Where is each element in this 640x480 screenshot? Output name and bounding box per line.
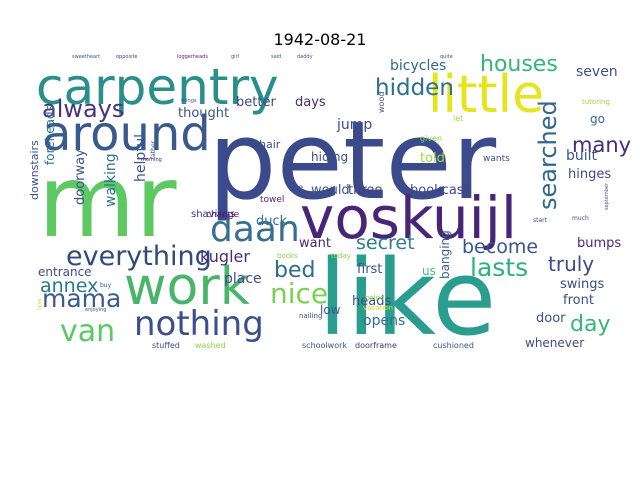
word-hidden: hidden [375, 75, 454, 101]
word-houses: houses [480, 52, 558, 77]
word-morning: morning [141, 157, 162, 163]
word-become: become [462, 236, 538, 258]
word-kugler: kugler [200, 247, 250, 266]
word-go: go [590, 112, 605, 126]
chart-title: 1942-08-21 [273, 30, 367, 49]
word-peter: peter [208, 99, 497, 224]
word-carpentry: carpentry [36, 58, 279, 116]
word-wood: wood [377, 92, 386, 113]
word-days: days [295, 95, 326, 110]
word-everything: everything [66, 241, 212, 272]
word-seven: seven [576, 64, 618, 80]
word-us: us [422, 264, 436, 278]
word-tutoring: tutoring [582, 98, 610, 106]
word-mama: mama [42, 284, 121, 313]
word-doorframe: doorframe [355, 341, 397, 350]
word-see: see [289, 183, 303, 192]
word-start: start [533, 217, 548, 224]
word-like: like [318, 237, 496, 359]
word-nothing: nothing [134, 304, 264, 344]
word-entrance: entrance [38, 265, 92, 279]
word-september: september [604, 182, 610, 210]
word-books: books [277, 252, 298, 260]
word-around: around [42, 106, 211, 162]
word-nailing: nailing [299, 312, 322, 320]
word-things: things [181, 98, 197, 104]
word-buy: buy [100, 282, 112, 289]
word-vacation: vacation [363, 304, 393, 312]
word-told: told [420, 151, 445, 166]
word-bookcase: bookcase [410, 183, 472, 198]
word-banging: banging [438, 230, 452, 279]
word-enjoying: enjoying [85, 307, 106, 313]
word-van: van [60, 314, 115, 349]
word-bicycles: bicycles [390, 58, 446, 74]
word-whenever: whenever [525, 336, 584, 350]
word-front: front [563, 293, 594, 308]
word-three: three [348, 183, 382, 198]
word-said: said [271, 54, 281, 60]
word-schoolwork: schoolwork [302, 341, 347, 350]
word-work: work [124, 257, 250, 317]
word-bumps: bumps [577, 236, 621, 251]
word-shavings: shavings [191, 209, 235, 220]
word-door: door [536, 311, 566, 326]
word-hinges: hinges [568, 167, 611, 182]
word-swings: swings [560, 277, 605, 292]
word-quite: quite [440, 54, 453, 60]
word-helps: helps [365, 294, 384, 302]
word-hiding: hiding [311, 150, 348, 164]
word-many: many [572, 133, 631, 157]
word-washed: washed [195, 341, 226, 350]
word-place: place [224, 271, 262, 287]
word-heads: heads [352, 294, 391, 309]
word-would: would [311, 183, 350, 198]
word-lasts: lasts [470, 253, 528, 282]
word-foreheads: foreheads [43, 105, 57, 165]
word-daan: daan [210, 209, 300, 250]
word-truly: truly [548, 252, 594, 276]
word-first: first [357, 262, 382, 277]
word-better: better [236, 95, 276, 110]
word-helpful: helpful [133, 134, 149, 182]
word-built: built [566, 148, 598, 164]
word-duck: duck [256, 214, 288, 229]
word-voskuijl: voskuijl [300, 184, 517, 252]
word-stuffed: stuffed [152, 341, 180, 350]
word-day: day [570, 312, 610, 337]
word-bed: bed [274, 258, 315, 283]
word-searched: searched [534, 100, 562, 210]
word-want: want [299, 236, 331, 251]
word-opens: opens [363, 313, 405, 329]
word-much: much [572, 215, 589, 222]
word-sweetheart: sweetheart [72, 54, 100, 60]
word-mr: mr [38, 143, 177, 260]
word-jump: jump [336, 117, 372, 133]
word-doorway: doorway [73, 149, 88, 205]
word-downstairs: downstairs [28, 140, 41, 200]
word-annex: annex [40, 275, 98, 297]
word-loggerheads: loggerheads [177, 54, 208, 60]
word-little: little [428, 65, 544, 125]
word-change: change [206, 210, 240, 220]
word-let: let [453, 114, 463, 123]
word-low: low [320, 303, 341, 317]
word-opposite: opposite [116, 54, 138, 60]
word-cushioned: cushioned [433, 341, 474, 350]
word-hair: hair [259, 138, 281, 151]
word-girl: girl [231, 54, 239, 60]
word-thought: thought [178, 106, 229, 121]
word-wants: wants [483, 154, 510, 164]
word-father: father [150, 140, 157, 159]
word-today: today [331, 252, 351, 260]
word-towel: towel [260, 195, 284, 205]
word-secret: secret [356, 232, 415, 254]
word-daddy: daddy [297, 54, 313, 60]
word-always: always [42, 95, 124, 123]
word-given: given [420, 134, 442, 143]
word-lives: lives [37, 298, 43, 310]
word-walking: walking [103, 153, 119, 207]
word-nice: nice [270, 277, 328, 310]
